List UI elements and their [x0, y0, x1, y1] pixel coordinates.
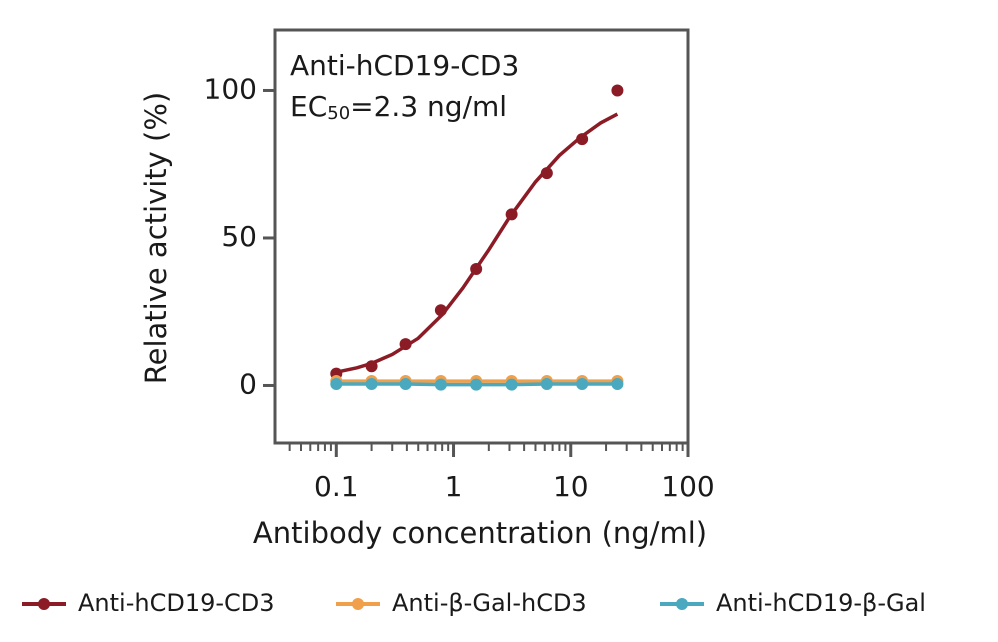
data-point: [365, 378, 378, 390]
data-point: [470, 378, 483, 391]
data-point: [576, 378, 589, 390]
annotation-sub: 50: [327, 103, 350, 124]
x-tick-label: 10: [553, 470, 589, 503]
x-tick-label: 100: [661, 470, 714, 503]
legend-marker: [676, 598, 688, 610]
legend-label: Anti-hCD19-CD3: [78, 589, 275, 617]
annotation: Anti-hCD19-CD3: [290, 49, 519, 82]
y-tick-label: 50: [221, 220, 257, 253]
data-point: [540, 167, 553, 180]
annotation: EC50=2.3 ng/ml: [290, 90, 507, 124]
y-tick-label: 100: [204, 72, 257, 105]
legend-marker: [352, 598, 364, 610]
data-point: [611, 378, 624, 390]
data-point: [399, 378, 412, 390]
data-point: [434, 378, 447, 391]
legend-marker: [38, 598, 50, 610]
x-axis-title: Antibody concentration (ng/ml): [253, 516, 707, 550]
fit-curve: [335, 112, 619, 374]
y-tick-label: 0: [239, 367, 257, 400]
annotation-text: =2.3 ng/ml: [350, 90, 507, 123]
data-point: [399, 338, 412, 351]
data-point: [365, 360, 378, 373]
data-point: [576, 133, 589, 146]
legend-label: Anti-hCD19-β-Gal: [716, 589, 926, 617]
data-point: [505, 378, 518, 391]
legend-label: Anti-β-Gal-hCD3: [392, 589, 587, 617]
data-point: [434, 304, 447, 317]
x-tick-label: 1: [445, 470, 463, 503]
data-point: [505, 208, 518, 221]
data-point: [611, 84, 624, 97]
data-point: [470, 262, 483, 275]
data-point: [330, 378, 343, 390]
data-point: [540, 378, 553, 390]
annotation-text: EC: [290, 90, 327, 123]
x-tick-label: 0.1: [314, 470, 359, 503]
y-axis-title: Relative activity (%): [139, 92, 173, 384]
